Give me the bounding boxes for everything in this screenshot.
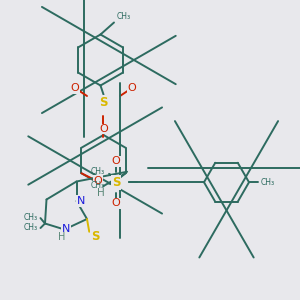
Text: O: O (70, 83, 80, 94)
Text: O: O (94, 176, 102, 186)
Text: S: S (112, 176, 120, 189)
Text: O: O (112, 156, 120, 166)
Text: CH₃: CH₃ (117, 12, 131, 21)
Text: N: N (62, 224, 70, 235)
Text: CH₃: CH₃ (23, 224, 38, 232)
Text: O: O (99, 124, 108, 134)
Text: CH₃: CH₃ (261, 178, 275, 187)
Text: CH₃: CH₃ (23, 213, 38, 222)
Text: H: H (97, 188, 104, 199)
Text: S: S (99, 95, 108, 109)
Text: O: O (112, 198, 120, 208)
Text: O: O (128, 83, 136, 94)
Text: N: N (77, 196, 85, 206)
Text: CH₃: CH₃ (91, 167, 105, 176)
Text: CH₃: CH₃ (91, 181, 105, 190)
Text: H: H (58, 232, 65, 242)
Text: S: S (91, 230, 100, 243)
